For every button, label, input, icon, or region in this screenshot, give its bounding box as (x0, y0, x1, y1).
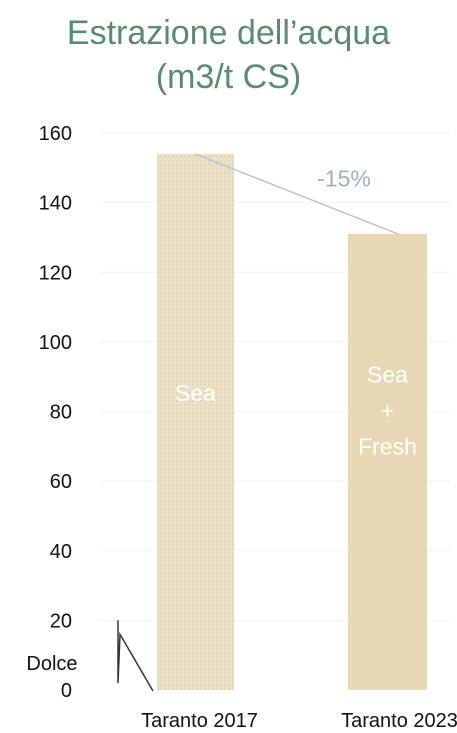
bar-2 (348, 233, 427, 691)
bar-label: Sea (175, 380, 216, 406)
bar-label: Fresh (358, 434, 417, 460)
y-tick-label: 140 (39, 193, 72, 215)
y-tick-label: 20 (50, 610, 72, 632)
y-tick-label: 120 (39, 262, 72, 284)
y-tick-label: 0 (61, 680, 72, 702)
y-tick-label: 100 (39, 332, 72, 354)
bar-1 (157, 153, 234, 690)
x-category-label: Taranto 2017 (141, 710, 258, 732)
y-tick-label: 160 (39, 123, 72, 145)
change-connector (194, 153, 399, 235)
chart-title-line-2: (m3/t CS) (155, 58, 302, 96)
x-category-label: Taranto 2023 (341, 710, 457, 732)
y-tick-label: 80 (50, 402, 72, 424)
y-tick-label: 60 (50, 471, 72, 493)
dolce-marker (117, 620, 154, 692)
y-tick-label: 40 (50, 541, 72, 563)
dolce-label: Dolce (26, 653, 77, 675)
change-annotation: -15% (317, 165, 371, 191)
bar-label: Sea (367, 362, 408, 388)
bar-label: + (381, 398, 394, 424)
chart-title-line-1: Estrazione dell’acqua (66, 14, 391, 52)
